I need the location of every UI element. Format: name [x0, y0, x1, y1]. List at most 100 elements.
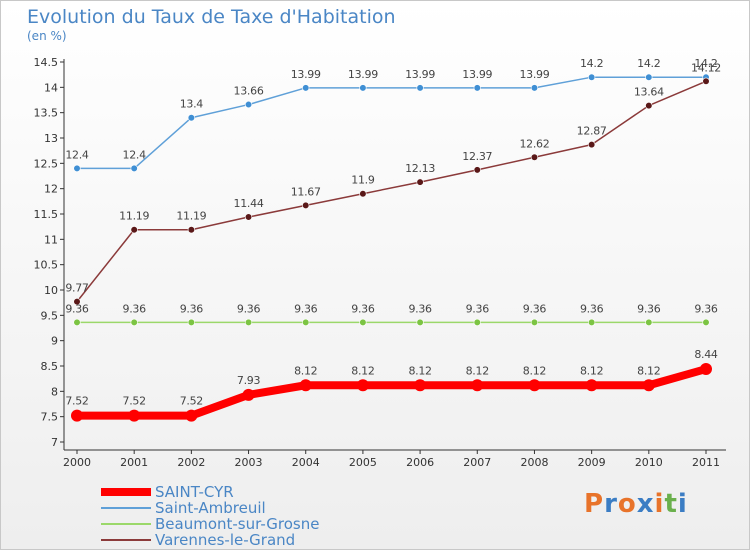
logo-letter: i — [677, 489, 688, 519]
data-label-beaumont-sur-grosne: 9.36 — [523, 302, 547, 315]
y-tick-label: 7 — [51, 436, 58, 449]
data-label-saint-ambreuil: 14.2 — [637, 57, 660, 70]
data-point-varennes-le-grand — [73, 298, 81, 306]
legend-swatch — [101, 539, 151, 541]
data-point-varennes-le-grand — [302, 201, 310, 209]
logo-letter: r — [604, 489, 618, 519]
data-point-beaumont-sur-grosne — [244, 318, 253, 327]
data-label-saint-ambreuil: 13.99 — [348, 68, 378, 81]
y-tick-label: 14 — [44, 81, 58, 94]
x-tick-label: 2008 — [520, 456, 548, 469]
data-label-saint-ambreuil: 14.2 — [694, 57, 717, 70]
data-label-saint-cyr: 8.44 — [694, 348, 718, 361]
data-label-beaumont-sur-grosne: 9.36 — [294, 302, 318, 315]
data-label-varennes-le-grand: 12.37 — [462, 150, 492, 163]
data-point-saint-ambreuil — [73, 164, 81, 172]
data-point-beaumont-sur-grosne — [702, 318, 710, 327]
y-tick-label: 9 — [51, 335, 58, 348]
x-tick-label: 2003 — [235, 456, 263, 469]
y-tick-label: 13 — [44, 132, 58, 145]
legend-label: SAINT-CYR — [155, 483, 234, 501]
legend-swatch — [101, 523, 151, 525]
data-label-varennes-le-grand: 9.77 — [65, 282, 89, 295]
data-label-varennes-le-grand: 12.13 — [405, 162, 435, 175]
x-tick-label: 2000 — [63, 456, 91, 469]
data-point-varennes-le-grand — [530, 153, 539, 161]
legend-item-saint-ambreuil: Saint-Ambreuil — [101, 500, 320, 516]
data-point-saint-ambreuil — [645, 73, 653, 81]
data-label-saint-cyr: 7.52 — [180, 395, 203, 408]
x-tick-label: 2001 — [120, 456, 148, 469]
data-point-varennes-le-grand — [473, 166, 481, 174]
data-point-varennes-le-grand — [416, 178, 424, 186]
series-line-saint-cyr — [77, 365, 708, 420]
y-tick-label: 12 — [44, 183, 58, 196]
y-tick-label: 8 — [51, 385, 58, 398]
data-label-saint-cyr: 7.93 — [237, 374, 261, 387]
data-label-saint-cyr: 8.12 — [351, 364, 374, 377]
data-label-varennes-le-grand: 11.44 — [234, 197, 264, 210]
data-point-saint-ambreuil — [244, 100, 253, 109]
data-point-varennes-le-grand — [588, 140, 596, 149]
data-label-varennes-le-grand: 11.19 — [119, 210, 149, 223]
data-point-beaumont-sur-grosne — [530, 318, 539, 327]
legend-label: Beaumont-sur-Grosne — [155, 515, 320, 533]
legend-label: Saint-Ambreuil — [155, 499, 266, 517]
data-label-saint-ambreuil: 13.4 — [180, 98, 204, 111]
data-point-saint-cyr — [71, 409, 83, 422]
logo-letter: i — [654, 489, 665, 519]
proxiti-logo: Proxiti — [584, 489, 688, 519]
data-label-beaumont-sur-grosne: 9.36 — [237, 302, 261, 315]
data-point-beaumont-sur-grosne — [130, 318, 138, 327]
data-point-varennes-le-grand — [359, 190, 367, 198]
data-label-beaumont-sur-grosne: 9.36 — [694, 302, 718, 315]
data-label-varennes-le-grand: 12.62 — [519, 137, 549, 150]
x-tick-label: 2002 — [177, 456, 205, 469]
y-tick-label: 14.5 — [34, 56, 59, 69]
data-point-varennes-le-grand — [702, 77, 710, 85]
series-line-varennes-le-grand — [76, 80, 707, 303]
y-tick-label: 10 — [44, 284, 58, 297]
data-point-beaumont-sur-grosne — [359, 318, 367, 327]
data-point-saint-ambreuil — [359, 84, 367, 92]
data-point-saint-cyr — [528, 379, 541, 392]
logo-letter: x — [636, 489, 655, 519]
x-tick-label: 2011 — [692, 456, 720, 469]
data-point-beaumont-sur-grosne — [588, 318, 596, 327]
data-point-saint-cyr — [356, 379, 369, 392]
data-point-beaumont-sur-grosne — [187, 318, 195, 327]
data-point-saint-cyr — [642, 379, 655, 392]
data-label-varennes-le-grand: 11.19 — [176, 210, 206, 223]
data-label-beaumont-sur-grosne: 9.36 — [123, 302, 147, 315]
data-label-saint-cyr: 7.52 — [123, 395, 146, 408]
legend-swatch — [101, 488, 151, 496]
data-label-saint-ambreuil: 13.66 — [234, 85, 264, 98]
data-label-saint-cyr: 8.12 — [637, 364, 660, 377]
y-tick-label: 11.5 — [34, 208, 59, 221]
x-tick-label: 2007 — [463, 456, 491, 469]
data-label-beaumont-sur-grosne: 9.36 — [180, 302, 204, 315]
y-tick-label: 8.5 — [41, 360, 59, 373]
x-tick-label: 2005 — [349, 456, 377, 469]
data-point-varennes-le-grand — [244, 213, 253, 221]
legend-label: Varennes-le-Grand — [155, 531, 296, 549]
logo-letter: o — [617, 489, 637, 519]
data-label-beaumont-sur-grosne: 9.36 — [408, 302, 432, 315]
legend-item-varennes-le-grand: Varennes-le-Grand — [101, 532, 320, 548]
data-point-saint-ambreuil — [130, 164, 138, 172]
y-tick-label: 9.5 — [41, 309, 59, 322]
y-tick-label: 10.5 — [34, 259, 59, 272]
legend-item-beaumont-sur-grosne: Beaumont-sur-Grosne — [101, 516, 320, 532]
data-label-saint-cyr: 8.12 — [408, 364, 431, 377]
data-label-saint-ambreuil: 13.99 — [462, 68, 492, 81]
data-point-saint-cyr — [414, 379, 427, 392]
data-point-saint-ambreuil — [302, 84, 310, 92]
data-label-saint-cyr: 8.12 — [294, 364, 317, 377]
data-point-beaumont-sur-grosne — [302, 318, 310, 327]
data-point-saint-cyr — [299, 379, 312, 392]
x-tick-label: 2010 — [635, 456, 663, 469]
y-tick-label: 11 — [44, 233, 58, 246]
data-point-varennes-le-grand — [187, 226, 195, 234]
